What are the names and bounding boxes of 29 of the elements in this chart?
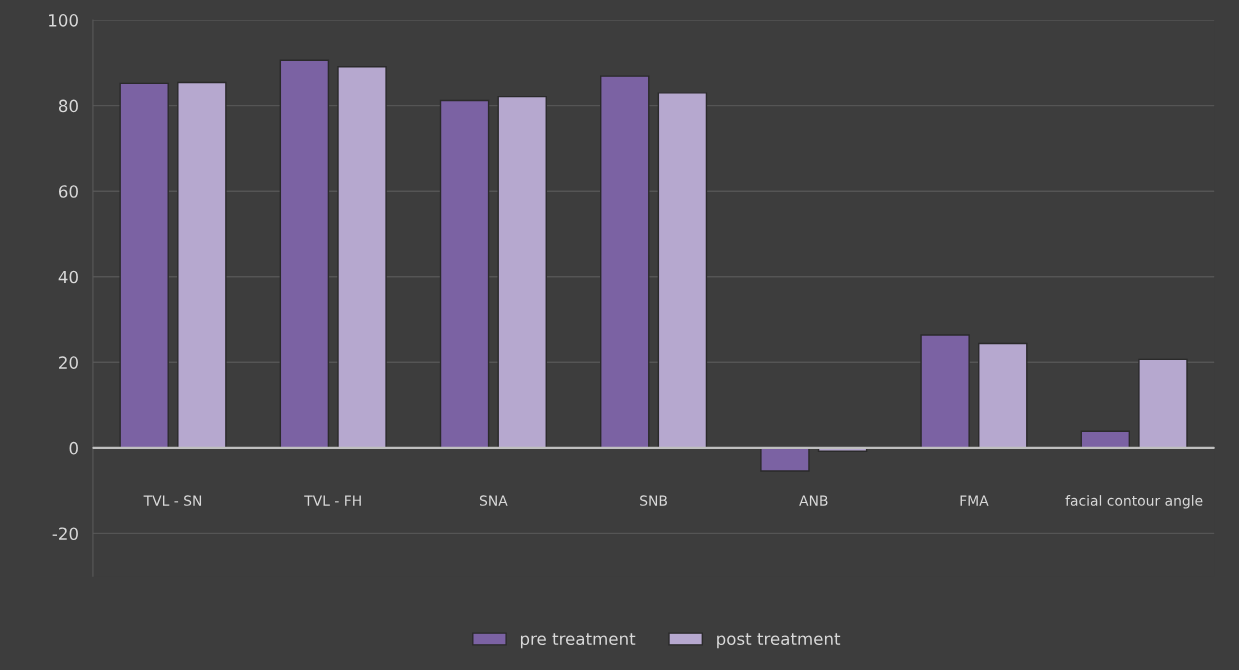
bar	[119, 82, 169, 449]
bar	[497, 95, 547, 449]
x-tick-label: facial contour angle	[1065, 495, 1203, 509]
y-tick-label: 0	[69, 441, 78, 455]
x-tick-label: SNA	[479, 495, 508, 506]
bar	[1138, 358, 1188, 449]
bar	[920, 334, 970, 449]
x-tick-label: ANB	[799, 495, 828, 506]
y-tick-label: 20	[59, 356, 78, 369]
x-tick-label: TVL - FH	[304, 495, 361, 506]
y-tick-label: 60	[58, 185, 78, 198]
legend-label: post treatment	[717, 633, 841, 649]
x-tick-label: TVL - SN	[143, 495, 202, 506]
bar	[177, 81, 227, 449]
bar	[760, 447, 810, 472]
y-tick-label: -20	[52, 527, 78, 540]
bar	[337, 66, 387, 449]
x-tick-label: SNB	[640, 495, 667, 506]
bar	[279, 59, 330, 449]
y-tick-label: 80	[58, 99, 78, 113]
legend-label: pre treatment	[520, 633, 636, 649]
bar	[439, 99, 490, 449]
bar	[978, 342, 1028, 449]
bar	[600, 75, 650, 449]
bar	[1080, 430, 1131, 449]
x-tick-label: FMA	[960, 495, 989, 506]
y-tick-label: 40	[58, 270, 78, 284]
bar	[657, 92, 708, 449]
y-tick-label: 100	[49, 14, 78, 27]
